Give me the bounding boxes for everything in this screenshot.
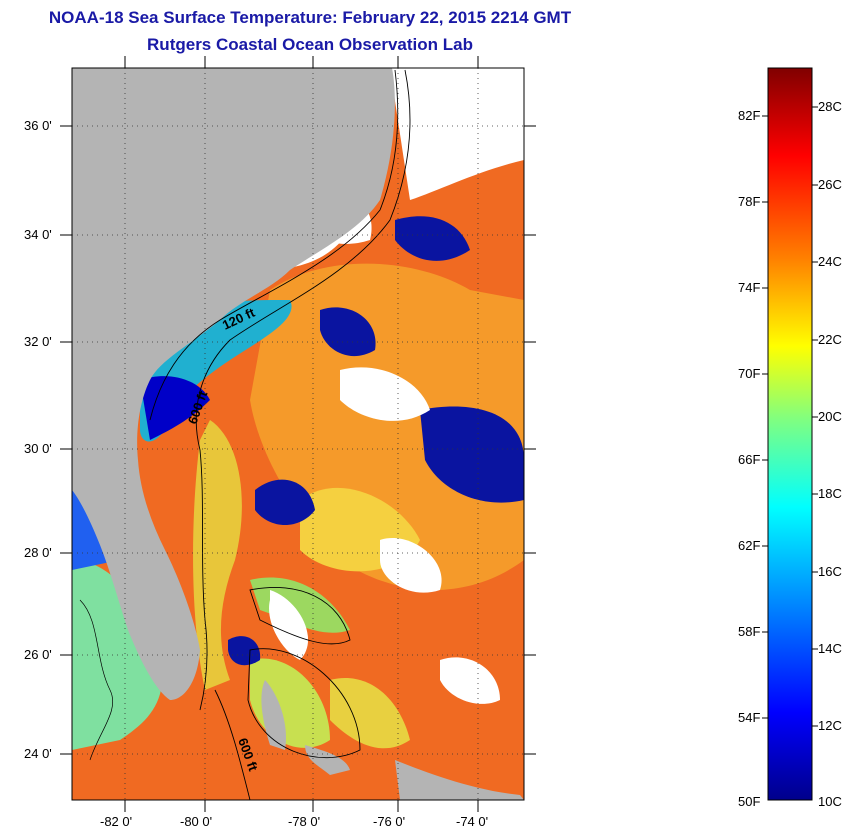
map-frame	[71, 67, 525, 801]
bahamas-island	[305, 745, 350, 775]
colorbar-c-label: 18C	[818, 486, 842, 501]
lon-label: -82 0'	[100, 814, 133, 829]
cloud-patch	[380, 538, 442, 593]
cloud-patch	[440, 657, 500, 704]
contour-bank	[249, 587, 351, 645]
cuba-land	[395, 760, 524, 800]
lat-label: 28 0'	[24, 545, 52, 560]
lon-label: -80 0'	[180, 814, 213, 829]
lon-label: -76 0'	[373, 814, 406, 829]
bahamas-bank-north	[250, 577, 350, 633]
colorbar-f-label: 50F	[738, 794, 761, 809]
lat-label: 24 0'	[24, 746, 52, 761]
cold-eddy	[420, 406, 524, 503]
contour-120ft	[149, 69, 399, 421]
contour-bank	[247, 648, 361, 759]
map-subtitle: Rutgers Coastal Ocean Observation Lab	[147, 35, 473, 54]
colorbar-f-label: 78F	[738, 194, 761, 209]
colorbar-f-label: 82F	[738, 108, 761, 123]
colorbar-f-label: 66F	[738, 452, 761, 467]
colorbar-scale	[767, 67, 813, 801]
colorbar-f-label: 54F	[738, 710, 761, 725]
land-mass	[72, 68, 395, 700]
cold-inshore-band	[140, 376, 210, 440]
colorbar-f-label: 70F	[738, 366, 761, 381]
contour-gulf	[79, 599, 114, 761]
colorbar-c-label: 20C	[818, 409, 842, 424]
lat-label: 30 0'	[24, 441, 52, 456]
colorbar-c-label: 10C	[818, 794, 842, 809]
colorbar-f-label: 58F	[738, 624, 761, 639]
colorbar-c-label: 24C	[818, 254, 842, 269]
axis-ticks	[60, 56, 536, 812]
cold-eddy	[255, 479, 315, 525]
contour-600ft	[195, 69, 411, 711]
colorbar-c-label: 28C	[818, 99, 842, 114]
colorbar-c-label: 14C	[818, 641, 842, 656]
map-field	[72, 68, 524, 800]
cloud-patch	[390, 68, 524, 200]
colorbar-ticks	[762, 106, 818, 727]
graticule	[72, 68, 524, 800]
colorbar-c-label: 26C	[818, 177, 842, 192]
cloud-patch	[269, 590, 309, 660]
cold-eddy	[395, 216, 470, 261]
lat-label: 36 0'	[24, 118, 52, 133]
bahama-bank-east	[330, 678, 410, 749]
andros-island	[261, 680, 286, 750]
cold-eddy	[320, 307, 376, 357]
lon-label: -74 0'	[456, 814, 489, 829]
lat-label: 32 0'	[24, 334, 52, 349]
colorbar-f-label: 74F	[738, 280, 761, 295]
colorbar-c-label: 22C	[818, 332, 842, 347]
lon-label: -78 0'	[288, 814, 321, 829]
cloud-patch	[340, 367, 430, 421]
lat-label: 34 0'	[24, 227, 52, 242]
cold-eddy	[228, 636, 261, 666]
colorbar-f-label: 62F	[738, 538, 761, 553]
contour-600ft-south	[214, 689, 251, 800]
lat-label: 26 0'	[24, 647, 52, 662]
colorbar-c-label: 12C	[818, 718, 842, 733]
map-title: NOAA-18 Sea Surface Temperature: Februar…	[48, 8, 572, 27]
colorbar-c-label: 16C	[818, 564, 842, 579]
